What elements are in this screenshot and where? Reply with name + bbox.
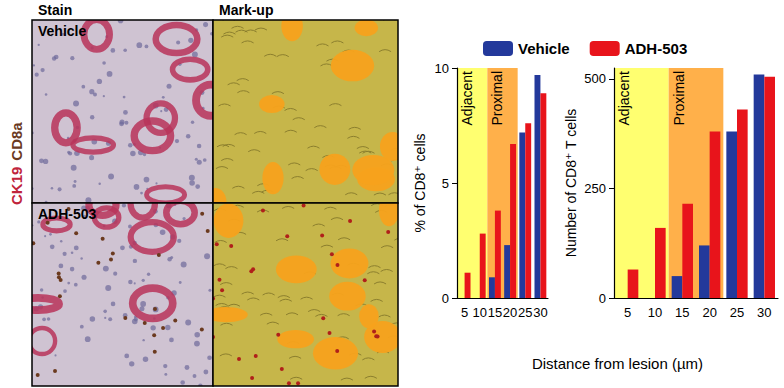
svg-text:30: 30 xyxy=(757,305,771,320)
svg-text:Proximal: Proximal xyxy=(671,71,687,125)
svg-text:250: 250 xyxy=(584,181,606,196)
svg-text:ADH-503: ADH-503 xyxy=(38,206,97,222)
svg-text:CK19CD8a: CK19CD8a xyxy=(8,122,25,205)
svg-text:500: 500 xyxy=(584,71,606,86)
svg-text:0: 0 xyxy=(599,291,606,306)
svg-text:25: 25 xyxy=(730,305,744,320)
svg-text:15: 15 xyxy=(675,305,689,320)
svg-text:25: 25 xyxy=(518,305,532,320)
svg-text:% of CD8⁺ cells: % of CD8⁺ cells xyxy=(412,133,428,232)
svg-text:20: 20 xyxy=(503,305,517,320)
svg-text:Number of CD8⁺ T cells: Number of CD8⁺ T cells xyxy=(563,109,579,257)
svg-text:20: 20 xyxy=(702,305,716,320)
svg-text:5: 5 xyxy=(442,176,449,191)
svg-text:Vehicle: Vehicle xyxy=(518,40,570,57)
svg-text:Adjacent: Adjacent xyxy=(616,71,632,126)
svg-text:0: 0 xyxy=(442,291,449,306)
svg-text:Adjacent: Adjacent xyxy=(459,71,475,126)
svg-text:Mark-up: Mark-up xyxy=(219,2,273,18)
svg-text:ADH-503: ADH-503 xyxy=(625,40,688,57)
svg-text:Vehicle: Vehicle xyxy=(38,23,86,39)
svg-text:30: 30 xyxy=(533,305,547,320)
svg-text:10: 10 xyxy=(648,305,662,320)
svg-text:15: 15 xyxy=(488,305,502,320)
svg-text:10: 10 xyxy=(435,61,449,76)
svg-text:5: 5 xyxy=(461,305,468,320)
svg-text:10: 10 xyxy=(473,305,487,320)
svg-text:Distance from lesion (µm): Distance from lesion (µm) xyxy=(532,355,703,372)
svg-text:Stain: Stain xyxy=(38,2,72,18)
svg-text:5: 5 xyxy=(624,305,631,320)
svg-text:Proximal: Proximal xyxy=(489,71,505,125)
